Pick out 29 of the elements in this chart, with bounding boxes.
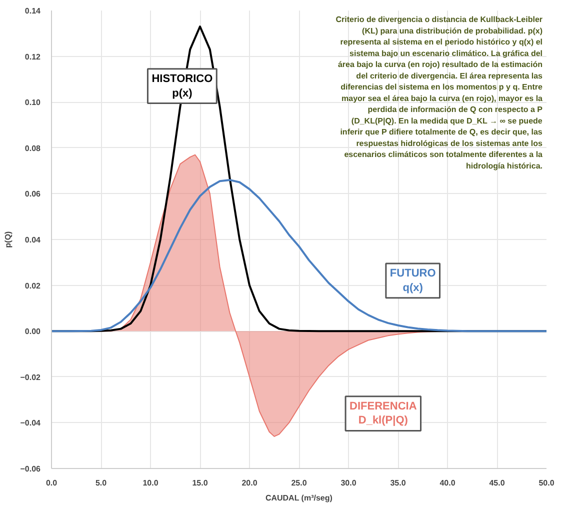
y-tick-label: 0.10 xyxy=(24,98,42,108)
y-tick-label: 0.06 xyxy=(24,190,42,199)
y-tick-label: 0.12 xyxy=(24,52,42,62)
x-tick-label: 15.0 xyxy=(192,478,208,488)
y-tick-label: 0.02 xyxy=(24,281,42,290)
x-axis-title: CAUDAL (m³/seg) xyxy=(265,494,333,502)
series-label: HISTORICO p(x) xyxy=(152,72,214,100)
y-tick-label: 0.00 xyxy=(24,327,42,336)
y-tick-label: −0.06 xyxy=(20,464,42,474)
x-tick-label: 40.0 xyxy=(440,478,456,488)
y-tick-label: 0.08 xyxy=(24,144,42,153)
x-tick-label: 45.0 xyxy=(489,478,506,488)
x-tick-label: 10.0 xyxy=(142,478,159,488)
y-tick-label: 0.04 xyxy=(24,236,42,244)
y-axis-title: p(Q) xyxy=(3,230,12,248)
y-tick-label: 0.14 xyxy=(24,6,42,16)
x-tick-label: 0.0 xyxy=(46,478,58,488)
x-tick-label: 30.0 xyxy=(340,478,357,488)
text: Criterio de divergencia o distancia de Kullback-Leibler (KL) para una distribución de probabilidad. p(x) representa al sistema en el periodo histórico y q(x) el sistema bajo un escenario climático. La gráfica del área bajo la curva (en rojo) resultado de la estimación del criterio de divergencia. El área representa las diferencias del sistema en los momentos p y q. Entre mayor sea el área bajo la curva (en rojo), mayor es la perdida de información de Q con respecto a P (D_KL(P|Q). En la medida que D_KL → ∞ se puede inferir que P difiere totalmente de Q, es decir que, las respuestas hidrológicas de los sistemas ante los escenarios climáticos son totalmente diferentes a la hidrología histórica. xyxy=(336,15,543,170)
y-tick-label: −0.04 xyxy=(20,418,42,428)
text: DIFERENCIA D_kl(P|Q) xyxy=(350,400,417,427)
x-tick-label: 50.0 xyxy=(538,478,555,488)
x-tick-label: 20.0 xyxy=(242,478,258,488)
line-series xyxy=(52,178,546,332)
text: FUTURO q(x) xyxy=(390,268,436,294)
x-tick-label: 35.0 xyxy=(390,478,406,488)
x-tick-label: 5.0 xyxy=(95,478,108,488)
y-tick-label: −0.02 xyxy=(20,372,42,382)
x-tick-label: 25.0 xyxy=(291,478,308,488)
